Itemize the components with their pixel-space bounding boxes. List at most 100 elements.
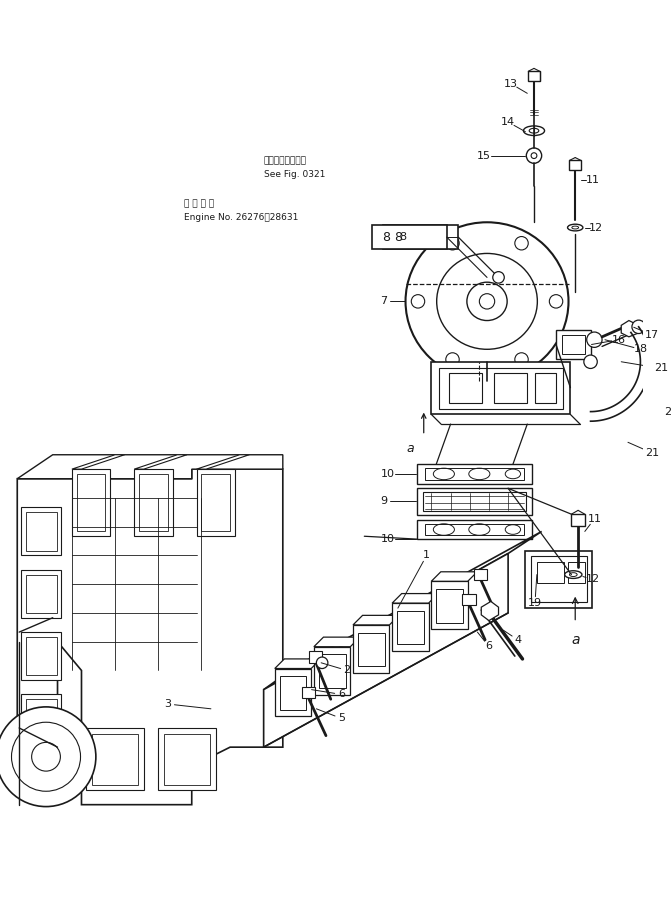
Circle shape	[446, 236, 459, 250]
Polygon shape	[417, 464, 532, 483]
Bar	[92, 734, 138, 785]
Bar	[280, 676, 307, 709]
Ellipse shape	[523, 126, 545, 136]
Bar	[76, 474, 105, 532]
Circle shape	[0, 707, 96, 806]
Text: a: a	[407, 442, 414, 454]
Polygon shape	[417, 489, 532, 515]
Text: 17: 17	[645, 330, 659, 340]
Bar	[572, 515, 585, 525]
Polygon shape	[392, 603, 429, 651]
Text: 8: 8	[382, 231, 391, 243]
Text: 4: 4	[514, 635, 521, 645]
Bar	[21, 694, 61, 743]
Bar	[425, 468, 525, 480]
Bar	[423, 492, 526, 511]
Text: 11: 11	[587, 514, 601, 524]
Text: 1: 1	[423, 550, 430, 560]
Bar	[372, 224, 447, 249]
Polygon shape	[314, 647, 350, 695]
Text: 6: 6	[485, 641, 493, 651]
Text: 21: 21	[654, 364, 668, 374]
Ellipse shape	[467, 282, 507, 321]
Bar	[358, 632, 384, 666]
Circle shape	[586, 332, 602, 348]
Text: 9: 9	[380, 496, 387, 506]
Polygon shape	[17, 454, 282, 479]
Circle shape	[316, 657, 328, 668]
Text: Engine No. 26276～28631: Engine No. 26276～28631	[184, 214, 299, 223]
Text: 12: 12	[585, 575, 599, 585]
Bar	[397, 611, 424, 645]
Text: 20: 20	[664, 407, 671, 417]
Text: 6: 6	[338, 690, 345, 700]
Bar	[134, 469, 172, 536]
Circle shape	[446, 353, 459, 366]
Polygon shape	[134, 454, 187, 469]
Bar	[562, 335, 585, 354]
Circle shape	[526, 148, 541, 163]
Bar	[494, 374, 527, 403]
Ellipse shape	[529, 128, 539, 133]
Polygon shape	[621, 321, 639, 337]
Text: a: a	[571, 633, 580, 647]
Bar	[72, 469, 110, 536]
Bar	[425, 524, 525, 535]
Bar	[439, 367, 563, 409]
Bar	[21, 632, 61, 680]
Text: 7: 7	[380, 296, 387, 306]
Ellipse shape	[405, 223, 568, 381]
Text: 18: 18	[633, 344, 648, 355]
Bar	[474, 568, 487, 580]
Text: 13: 13	[504, 79, 518, 89]
Circle shape	[584, 355, 597, 368]
Polygon shape	[417, 520, 532, 539]
Circle shape	[493, 271, 505, 283]
Bar	[26, 700, 56, 737]
Bar	[537, 562, 564, 583]
Bar	[26, 637, 56, 675]
Circle shape	[411, 295, 425, 308]
Bar	[21, 507, 61, 556]
Text: 2: 2	[344, 665, 351, 675]
Bar	[302, 687, 315, 699]
Bar	[309, 651, 322, 663]
Polygon shape	[264, 553, 508, 747]
Bar	[87, 728, 144, 790]
Bar	[139, 474, 168, 532]
Bar	[164, 734, 210, 785]
Polygon shape	[431, 581, 468, 629]
Bar	[556, 330, 590, 359]
Text: See Fig. 0321: See Fig. 0321	[264, 171, 325, 180]
Bar	[525, 550, 592, 608]
Text: 8: 8	[394, 231, 402, 243]
Text: 3: 3	[164, 699, 171, 709]
Circle shape	[531, 153, 537, 159]
Text: 5: 5	[338, 713, 345, 724]
Text: 12: 12	[589, 223, 603, 233]
Bar	[21, 570, 61, 618]
Text: 10: 10	[381, 469, 395, 479]
Text: 19: 19	[528, 598, 542, 608]
Polygon shape	[197, 454, 249, 469]
Bar	[319, 655, 346, 688]
Polygon shape	[72, 454, 125, 469]
Text: 10: 10	[381, 534, 395, 544]
Bar	[26, 575, 56, 613]
Text: 11: 11	[586, 174, 599, 185]
Bar	[568, 562, 585, 583]
Circle shape	[550, 295, 563, 308]
Circle shape	[515, 353, 528, 366]
Bar	[535, 374, 556, 403]
Polygon shape	[274, 668, 311, 717]
Polygon shape	[314, 638, 360, 647]
Polygon shape	[481, 602, 499, 621]
Circle shape	[515, 236, 528, 250]
Polygon shape	[353, 625, 389, 673]
Bar	[449, 374, 482, 403]
Bar	[531, 557, 586, 603]
Bar	[436, 589, 463, 622]
Polygon shape	[274, 659, 321, 668]
Bar	[462, 594, 476, 605]
Polygon shape	[431, 572, 477, 581]
